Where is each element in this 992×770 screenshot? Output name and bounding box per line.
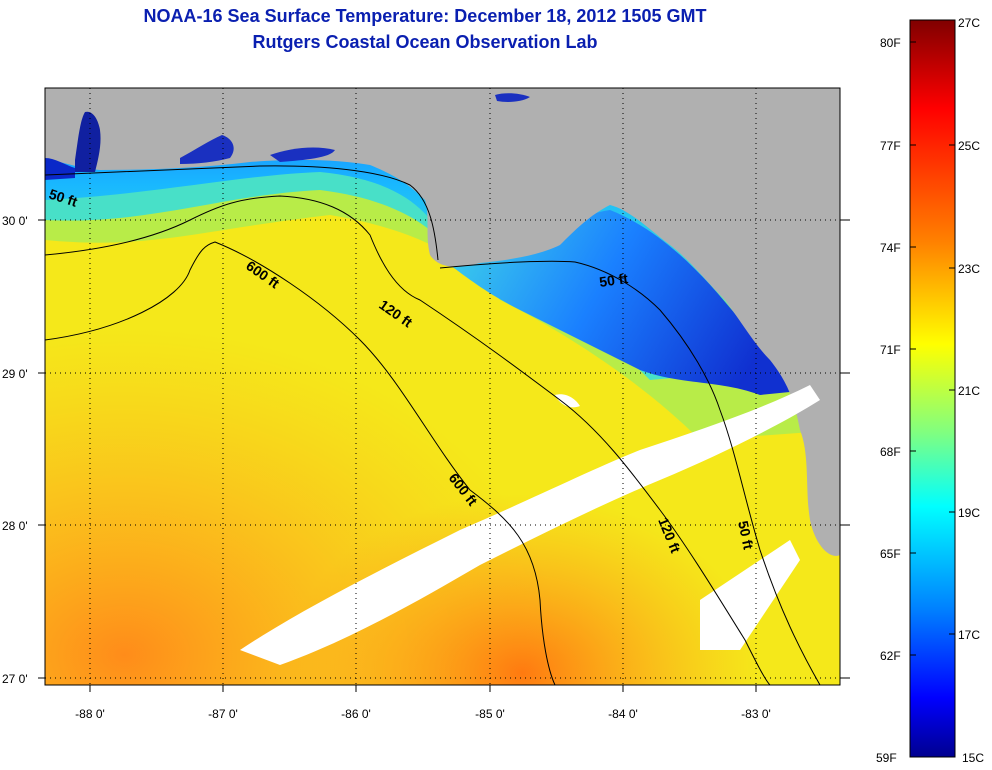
- lat-label-27: 27 0': [2, 672, 28, 686]
- land: [45, 88, 840, 556]
- big-bend-cold-water: [450, 210, 810, 395]
- lon-label-88: -88 0': [75, 707, 105, 721]
- cb-f-71: 71F: [880, 343, 901, 357]
- inland-lake: [495, 93, 530, 102]
- lon-label-87: -87 0': [208, 707, 238, 721]
- lat-label-28: 28 0': [2, 519, 28, 533]
- map-title: NOAA-16 Sea Surface Temperature: Decembe…: [143, 6, 707, 26]
- colorbar: [909, 19, 956, 758]
- cb-f-77: 77F: [880, 139, 901, 153]
- pensacola-bay: [180, 135, 234, 164]
- colorbar-ticks: [910, 41, 955, 656]
- cb-f-68: 68F: [880, 445, 901, 459]
- lon-label-84: -84 0': [608, 707, 638, 721]
- cb-f-65: 65F: [880, 547, 901, 561]
- cb-c-17: 17C: [958, 628, 980, 642]
- cb-c-15: 15C: [962, 751, 984, 765]
- map-ticks: [38, 219, 850, 692]
- cb-f-74: 74F: [880, 241, 901, 255]
- contour-label-50ft-south: 50 ft: [735, 519, 757, 551]
- cb-c-19: 19C: [958, 506, 980, 520]
- mobile-bay: [75, 111, 101, 172]
- cb-c-27: 27C: [958, 16, 980, 30]
- cloud-patch: [700, 540, 800, 650]
- map-frame: [44, 87, 841, 686]
- lat-label-29: 29 0': [2, 367, 28, 381]
- cb-c-21: 21C: [958, 384, 980, 398]
- cb-f-62: 62F: [880, 649, 901, 663]
- contour-50ft-west: [45, 165, 439, 261]
- cb-f-59: 59F: [876, 751, 897, 765]
- map-area: 50 ft 600 ft 120 ft 50 ft 600 ft 120 ft …: [45, 88, 840, 685]
- cb-c-25: 25C: [958, 139, 980, 153]
- contour-50ft-east: [439, 260, 821, 685]
- map-subtitle: Rutgers Coastal Ocean Observation Lab: [252, 32, 598, 52]
- lon-label-83: -83 0': [741, 707, 771, 721]
- cloud-speck: [555, 394, 580, 408]
- contour-600ft: [45, 241, 556, 685]
- lon-label-86: -86 0': [341, 707, 371, 721]
- choctawhatchee-bay: [270, 147, 335, 162]
- contour-label-50ft-bigbend: 50 ft: [598, 270, 629, 290]
- contour-120ft: [45, 195, 771, 685]
- cb-f-80: 80F: [880, 36, 901, 50]
- cb-c-23: 23C: [958, 262, 980, 276]
- lon-label-85: -85 0': [475, 707, 505, 721]
- lat-label-30: 30 0': [2, 214, 28, 228]
